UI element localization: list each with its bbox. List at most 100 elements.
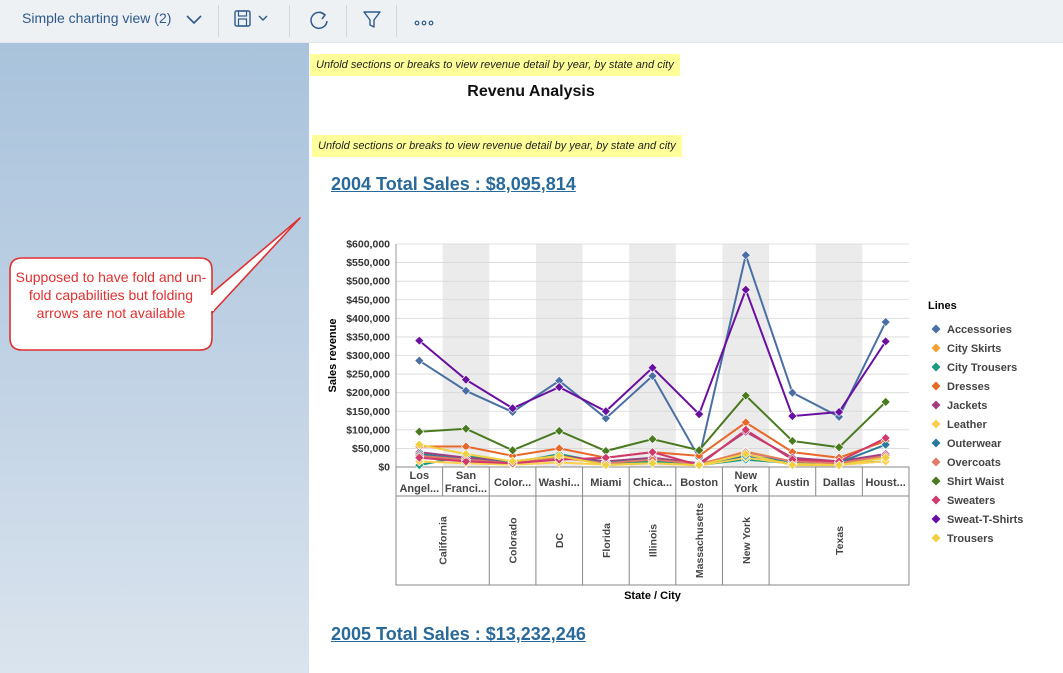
- report-canvas: Unfold sections or breaks to view revenu…: [309, 43, 1063, 673]
- filter-icon[interactable]: [360, 6, 384, 34]
- y-tick-label: $100,000: [346, 424, 390, 436]
- data-point: [414, 335, 425, 346]
- data-point: [694, 445, 705, 456]
- data-point: [461, 456, 471, 467]
- y-tick-label: $0: [378, 462, 390, 474]
- legend-label: Sweat-T-Shirts: [947, 514, 1023, 526]
- legend-label: Outerwear: [947, 438, 1002, 450]
- data-point: [880, 397, 891, 407]
- chevron-down-icon[interactable]: [184, 8, 204, 30]
- x-group-label: Texas: [834, 526, 846, 555]
- x-category-label: Franci...: [445, 483, 487, 495]
- toolbar-divider: [396, 5, 397, 37]
- callout-bubble: [9, 217, 301, 351]
- legend-marker: [931, 419, 941, 429]
- x-category-label: Dallas: [823, 477, 855, 489]
- legend-label: Dresses: [947, 381, 990, 393]
- y-tick-label: $550,000: [346, 257, 390, 269]
- data-point: [461, 423, 471, 434]
- toolbar-divider: [346, 5, 347, 37]
- x-group-label: New York: [741, 517, 753, 564]
- legend-label: Overcoats: [947, 457, 1001, 469]
- legend-marker: [931, 400, 941, 410]
- legend-marker: [931, 533, 941, 543]
- y-tick-label: $400,000: [346, 313, 390, 325]
- data-point: [507, 403, 518, 414]
- data-point: [647, 371, 658, 381]
- legend-label: Trousers: [947, 533, 993, 545]
- legend-title: Lines: [928, 300, 957, 312]
- y-tick-label: $500,000: [346, 276, 390, 288]
- x-group-label: California: [438, 516, 450, 565]
- x-category-label: Houst...: [866, 477, 906, 489]
- legend-label: Leather: [947, 419, 987, 431]
- y-tick-label: $200,000: [346, 387, 390, 399]
- data-point: [694, 409, 705, 420]
- data-point: [880, 452, 891, 463]
- x-category-label: Color...: [494, 477, 531, 489]
- line-chart: $0 $50,000 $100,000 $150,000 $200,000 $250,00…: [327, 239, 1023, 603]
- data-point: [880, 433, 891, 443]
- legend-marker: [931, 362, 941, 372]
- unfold-note-section: Unfold sections or breaks to view revenu…: [312, 135, 682, 157]
- data-point: [740, 284, 751, 295]
- side-panel: Supposed to have fold and un-fold capabi…: [0, 43, 309, 673]
- view-title-dropdown[interactable]: Simple charting view (2): [22, 10, 172, 26]
- data-point: [647, 434, 658, 445]
- data-point: [647, 362, 658, 373]
- y-tick-label: $50,000: [352, 443, 390, 455]
- y-tick-label: $150,000: [346, 406, 390, 418]
- data-point: [694, 460, 705, 471]
- data-point: [600, 413, 611, 424]
- toolbar-divider: [218, 5, 219, 37]
- y-tick-label: $350,000: [346, 331, 390, 343]
- toolbar: Simple charting view (2): [0, 0, 1063, 43]
- data-point: [834, 460, 844, 471]
- x-category-label: New: [734, 470, 757, 482]
- legend-marker: [931, 438, 941, 448]
- data-point: [461, 385, 471, 396]
- data-point: [740, 390, 751, 401]
- y-tick-label: $300,000: [346, 350, 390, 362]
- refresh-icon[interactable]: [306, 6, 332, 34]
- data-point: [647, 458, 658, 469]
- legend-label: Accessories: [947, 324, 1012, 336]
- legend-label: Jackets: [947, 400, 987, 412]
- data-point: [414, 452, 425, 463]
- x-group-label: Florida: [601, 523, 613, 558]
- data-point: [414, 426, 425, 437]
- toolbar-divider: [289, 5, 290, 37]
- legend-label: Sweaters: [947, 495, 995, 507]
- x-category-label: Angel...: [399, 483, 439, 495]
- data-point: [787, 460, 798, 471]
- data-point: [461, 449, 471, 459]
- y-tick-label: $600,000: [346, 239, 390, 251]
- data-point: [554, 426, 565, 436]
- x-category-label: Miami: [590, 477, 621, 489]
- data-point: [554, 382, 565, 393]
- legend-marker: [931, 457, 941, 467]
- legend-marker: [931, 514, 941, 524]
- x-category-label: Chica...: [633, 477, 672, 489]
- x-category-label: San: [456, 470, 476, 482]
- data-point: [740, 250, 751, 261]
- save-icon[interactable]: [232, 6, 272, 34]
- report-title: Revenu Analysis: [467, 83, 595, 100]
- section-2005-header[interactable]: 2005 Total Sales : $13,232,246: [331, 624, 586, 644]
- more-icon[interactable]: [412, 6, 438, 34]
- unfold-note-top: Unfold sections or breaks to view revenu…: [310, 54, 680, 76]
- x-category-label: Boston: [680, 477, 718, 489]
- data-point: [787, 387, 798, 398]
- y-axis-label: Sales revenue: [327, 319, 339, 393]
- data-point: [787, 436, 798, 446]
- section-2004-header[interactable]: 2004 Total Sales : $8,095,814: [331, 174, 576, 194]
- x-category-label: Washi...: [539, 477, 580, 489]
- legend-marker: [931, 495, 941, 505]
- data-point: [787, 411, 798, 422]
- y-tick-label: $450,000: [346, 294, 390, 306]
- data-point: [600, 406, 611, 417]
- x-category-label: Austin: [775, 477, 810, 489]
- data-point: [507, 456, 518, 467]
- data-point: [600, 460, 611, 471]
- data-point: [740, 424, 751, 435]
